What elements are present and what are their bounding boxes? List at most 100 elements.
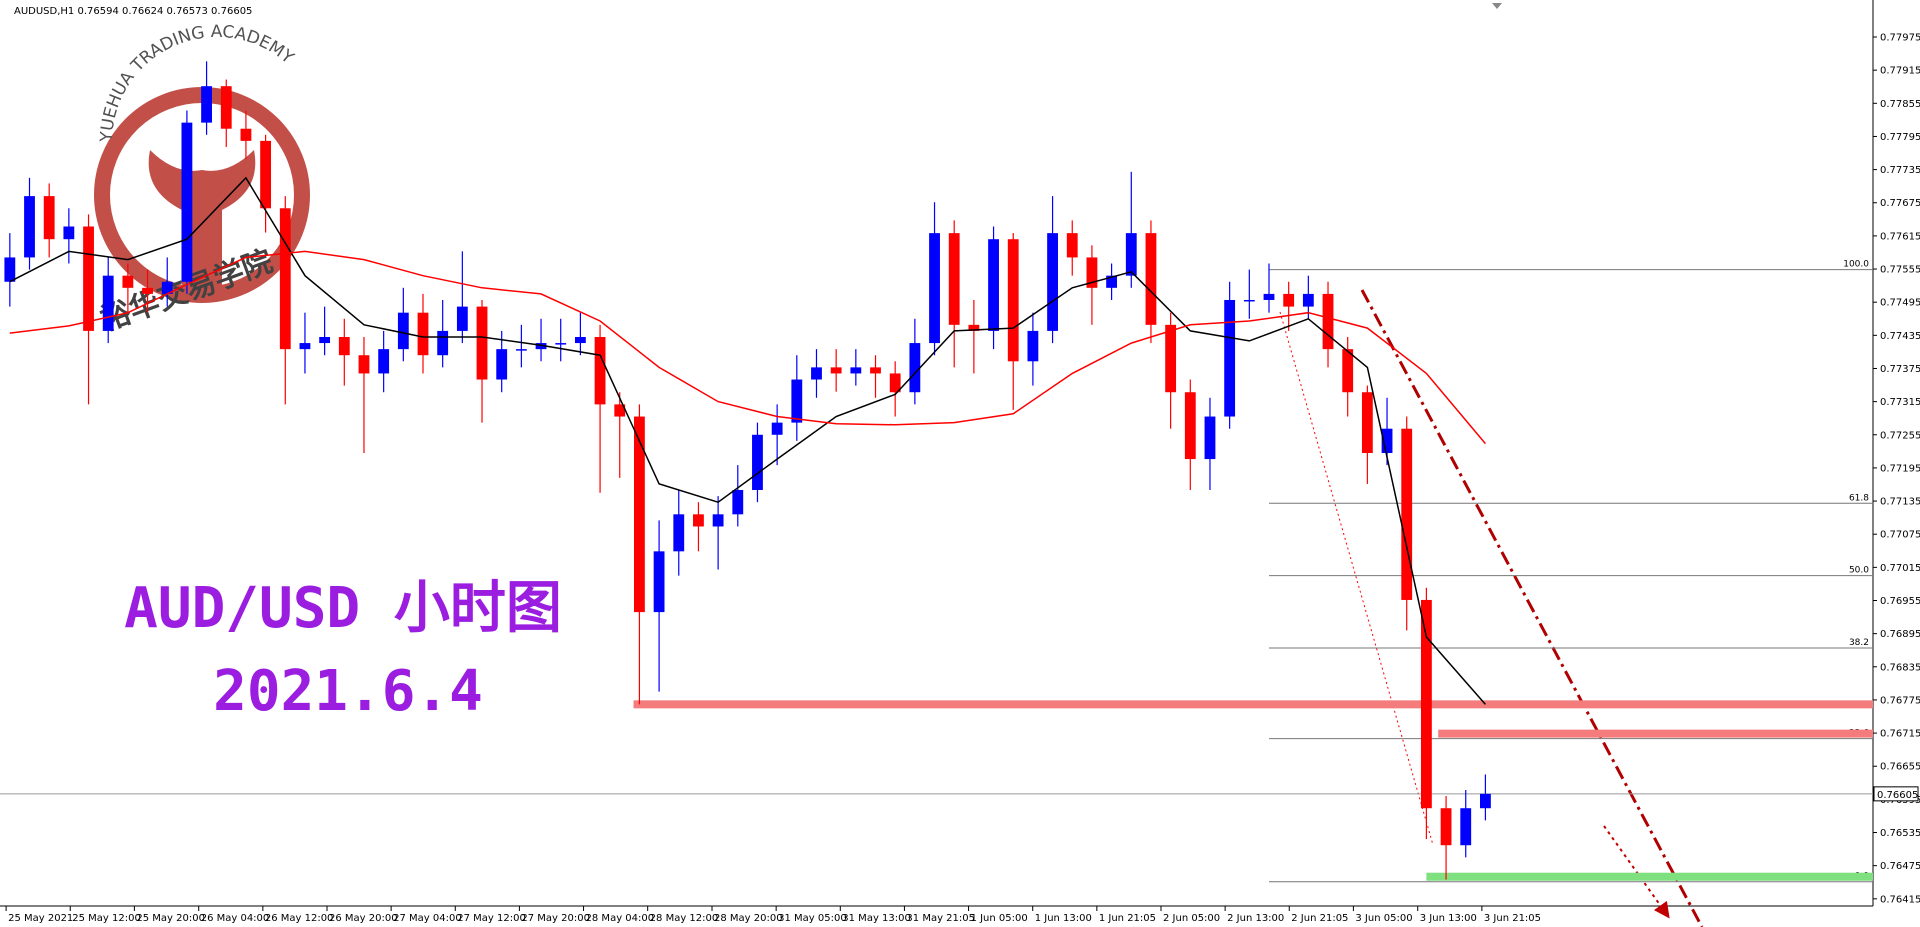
price-zone [1426, 872, 1873, 881]
y-tick-label: 0.77075 [1880, 530, 1920, 541]
candle-body [142, 287, 153, 294]
candle-body [634, 416, 645, 613]
x-tick-label: 28 May 20:00 [714, 913, 783, 924]
x-tick-label: 27 May 20:00 [521, 913, 590, 924]
chart-header: AUDUSD,H1 0.76594 0.76624 0.76573 0.7660… [14, 6, 252, 17]
price-zone [1438, 729, 1873, 738]
candle-body [673, 514, 685, 552]
logo-emblem [148, 150, 256, 290]
candle-body [1204, 416, 1216, 460]
fib-label: 38.2 [1849, 638, 1869, 648]
candle-body [1243, 299, 1255, 302]
candle-body [771, 422, 783, 435]
moving-average [9, 250, 1486, 445]
candle-body [122, 275, 134, 288]
y-tick-label: 0.76895 [1880, 629, 1920, 640]
x-tick-label: 27 May 04:00 [393, 913, 462, 924]
y-tick-label: 0.77555 [1880, 265, 1920, 276]
y-tick-label: 0.76775 [1880, 695, 1920, 706]
watermark: YUEHUA TRADING ACADEMY 裕华交易学院 [94, 22, 310, 338]
y-tick-label: 0.77375 [1880, 364, 1920, 375]
candle-body [929, 233, 940, 344]
candle-body [870, 367, 881, 374]
candle-body [968, 324, 980, 331]
candle-body [850, 367, 862, 374]
y-tick-label: 0.77855 [1880, 99, 1920, 110]
x-tick-label: 3 Jun 21:05 [1484, 913, 1541, 924]
candle-body [1460, 808, 1472, 846]
last-price-label: 0.76605 [1877, 790, 1918, 801]
candle-body [732, 490, 744, 515]
candle-body [102, 275, 114, 331]
candle-body [909, 343, 921, 393]
price-zone [633, 700, 1874, 709]
y-tick-label: 0.76835 [1880, 662, 1920, 673]
y-tick-label: 0.76955 [1880, 596, 1920, 607]
candle-body [220, 86, 232, 129]
y-tick-label: 0.77975 [1880, 33, 1920, 44]
candle-body [476, 306, 488, 380]
candle-body [1047, 233, 1058, 331]
candle-body [4, 257, 16, 282]
candle-body [1401, 428, 1413, 600]
x-tick-label: 3 Jun 05:00 [1355, 913, 1412, 924]
candle-body [1480, 793, 1491, 809]
candle-body [712, 514, 724, 527]
candle-body [1440, 808, 1452, 846]
y-tick-label: 0.77315 [1880, 397, 1920, 408]
moving-average [9, 176, 1486, 705]
x-tick-label: 2 Jun 13:00 [1227, 913, 1284, 924]
candle-body [1145, 233, 1157, 325]
annotation: 2021.6.4 [213, 659, 483, 724]
y-tick-label: 0.77795 [1880, 132, 1920, 143]
x-tick-label: 27 May 12:00 [457, 913, 526, 924]
y-tick-label: 0.77615 [1880, 231, 1920, 242]
candle-body [299, 343, 311, 350]
candle-body [1361, 392, 1373, 453]
candle-body [988, 239, 999, 331]
candle-body [693, 514, 704, 527]
x-tick-label: 1 Jun 21:05 [1099, 913, 1156, 924]
y-tick-label: 0.77675 [1880, 198, 1920, 209]
x-tick-label: 3 Jun 13:00 [1420, 913, 1477, 924]
candle-body [181, 122, 193, 282]
candle-body [1283, 293, 1295, 307]
x-tick-label: 28 May 04:00 [586, 913, 655, 924]
x-tick-label: 25 May 12:00 [72, 913, 141, 924]
x-tick-label: 1 Jun 13:00 [1035, 913, 1092, 924]
candle-body [515, 349, 527, 351]
candle-body [161, 281, 173, 294]
candle-body [653, 551, 665, 613]
x-tick-label: 28 May 12:00 [650, 913, 719, 924]
candle-body [201, 86, 212, 123]
x-tick-label: 25 May 2021 [8, 913, 73, 924]
candle-body [1263, 293, 1275, 300]
x-tick-label: 2 Jun 21:05 [1291, 913, 1348, 924]
candle-body [614, 404, 626, 417]
candle-body [397, 312, 409, 350]
x-tick-label: 31 May 05:00 [778, 913, 847, 924]
candle-body [1224, 299, 1236, 417]
candle-body [240, 128, 252, 141]
candle-body [358, 355, 370, 374]
candle-body [1420, 599, 1432, 809]
x-tick-label: 31 May 13:00 [842, 913, 911, 924]
y-tick-label: 0.77495 [1880, 298, 1920, 309]
candle-body [1302, 293, 1314, 307]
candle-body [378, 349, 390, 374]
candle-body [456, 306, 468, 331]
candle-body [1184, 392, 1196, 460]
y-tick-label: 0.76655 [1880, 762, 1920, 773]
y-tick-label: 0.77735 [1880, 165, 1920, 176]
candle-body [1342, 349, 1354, 393]
y-tick-label: 0.76415 [1880, 894, 1920, 905]
x-tick-label: 31 May 21:05 [906, 913, 975, 924]
y-tick-label: 0.77135 [1880, 497, 1920, 508]
x-tick-label: 1 Jun 05:00 [971, 913, 1028, 924]
candle-body [1066, 233, 1078, 258]
y-tick-label: 0.77015 [1880, 563, 1920, 574]
candle-body [43, 196, 55, 240]
fib-label: 100.0 [1843, 260, 1869, 270]
candle-body [1381, 428, 1393, 453]
